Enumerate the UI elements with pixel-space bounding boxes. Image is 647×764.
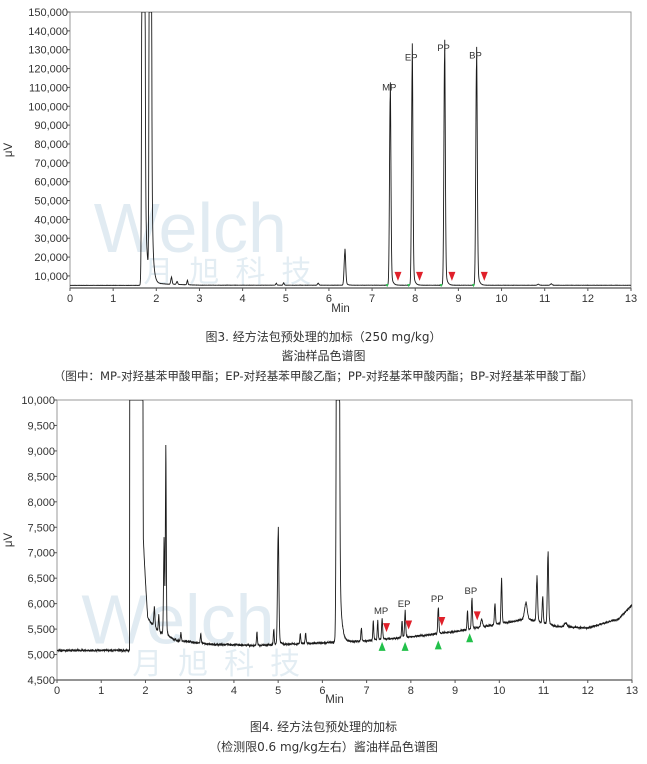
y-tick-label: 120,000 xyxy=(28,64,68,76)
fig4-caption-line1: 图4. 经方法包预处理的加标 xyxy=(249,720,398,734)
x-tick-label: 2 xyxy=(142,685,148,697)
peak-start-marker xyxy=(385,284,389,288)
fig3-caption-line1: 图3. 经方法包预处理的加标（250 mg/kg） xyxy=(205,330,442,344)
chromatogram-trace xyxy=(57,400,632,654)
y-tick-label: 100,000 xyxy=(28,101,68,113)
x-tick-label: 4 xyxy=(240,293,246,305)
y-tick-label: 70,000 xyxy=(34,158,68,170)
y-tick-label: 110,000 xyxy=(29,82,68,94)
peak-end-marker xyxy=(480,271,488,281)
x-tick-label: 11 xyxy=(539,293,550,305)
peak-label-bp: BP xyxy=(469,51,482,62)
y-tick-label: 7,500 xyxy=(27,522,55,534)
y-tick-label: 5,000 xyxy=(27,650,55,662)
peak-label-mp: MP xyxy=(382,83,396,94)
chromatogram-fig4: Welch月旭科技4,5005,0005,5006,0006,5007,0007… xyxy=(3,395,638,706)
peak-label-pp: PP xyxy=(437,43,450,54)
peak-label-bp: BP xyxy=(465,586,478,597)
y-tick-label: 20,000 xyxy=(34,252,68,264)
x-axis-label: Min xyxy=(325,694,344,706)
watermark-logo: Welch xyxy=(94,189,287,267)
y-tick-label: 150,000 xyxy=(28,7,68,19)
fig3-caption-line2: 酱油样品色谱图 xyxy=(281,349,366,363)
y-tick-label: 8,000 xyxy=(27,497,55,509)
peak-end-marker xyxy=(383,623,391,633)
x-tick-label: 13 xyxy=(625,293,637,305)
y-tick-label: 140,000 xyxy=(28,26,68,38)
fig4-caption-line2: （检测限0.6 mg/kg左右）酱油样品色谱图 xyxy=(209,740,438,754)
x-tick-label: 2 xyxy=(153,293,159,305)
y-tick-label: 90,000 xyxy=(34,120,68,132)
peak-end-marker xyxy=(438,616,446,626)
y-tick-label: 6,500 xyxy=(27,573,55,585)
x-tick-label: 10 xyxy=(495,293,507,305)
peak-label-pp: PP xyxy=(431,594,444,605)
x-tick-label: 7 xyxy=(364,685,370,697)
peak-end-marker xyxy=(394,271,402,281)
y-tick-label: 50,000 xyxy=(34,196,68,208)
y-tick-label: 10,000 xyxy=(34,271,68,283)
x-tick-label: 9 xyxy=(452,685,458,697)
y-tick-label: 40,000 xyxy=(34,214,68,226)
x-tick-label: 5 xyxy=(275,685,281,697)
x-tick-label: 1 xyxy=(110,293,116,305)
peak-end-marker xyxy=(473,611,481,621)
x-tick-label: 8 xyxy=(408,685,414,697)
peak-end-marker xyxy=(405,620,413,630)
y-tick-label: 8,500 xyxy=(27,471,55,483)
chromatogram-trace xyxy=(70,12,631,287)
y-axis-label: μV xyxy=(3,143,15,158)
x-tick-label: 5 xyxy=(283,293,289,305)
peak-label-mp: MP xyxy=(374,606,388,617)
y-tick-label: 30,000 xyxy=(34,233,68,245)
y-axis-label: μV xyxy=(3,533,15,548)
watermark-chinese: 月旭科技 xyxy=(132,647,316,682)
y-tick-label: 9,500 xyxy=(27,420,55,432)
peak-start-marker xyxy=(471,284,475,288)
x-tick-label: 3 xyxy=(196,293,202,305)
x-tick-label: 6 xyxy=(326,293,332,305)
x-tick-label: 7 xyxy=(369,293,375,305)
peak-start-marker xyxy=(401,641,409,651)
x-tick-label: 12 xyxy=(582,293,594,305)
y-tick-label: 6,000 xyxy=(27,599,55,611)
y-tick-label: 10,000 xyxy=(21,395,55,407)
x-tick-label: 10 xyxy=(493,685,505,697)
peak-label-ep: EP xyxy=(398,599,411,610)
x-tick-label: 0 xyxy=(67,293,73,305)
x-tick-label: 9 xyxy=(455,293,461,305)
y-tick-label: 80,000 xyxy=(34,139,68,151)
x-tick-label: 8 xyxy=(412,293,418,305)
peak-start-marker xyxy=(378,641,386,651)
peak-start-marker xyxy=(407,284,411,288)
chromatogram-fig3: Welch月旭科技10,00020,00030,00040,00050,0006… xyxy=(3,7,637,315)
peak-start-marker xyxy=(434,640,442,650)
peak-label-ep: EP xyxy=(405,53,418,64)
x-tick-label: 12 xyxy=(582,685,594,697)
x-tick-label: 1 xyxy=(98,685,104,697)
y-tick-label: 5,500 xyxy=(27,624,55,636)
peak-end-marker xyxy=(416,271,424,281)
peak-start-marker xyxy=(466,633,474,643)
fig3-caption-line3: （图中：MP-对羟基苯甲酸甲酯；EP-对羟基苯甲酸乙酯；PP-对羟基苯甲酸丙酯；… xyxy=(53,369,594,383)
y-tick-label: 60,000 xyxy=(34,177,68,189)
y-tick-label: 7,000 xyxy=(27,548,55,560)
x-axis-label: Min xyxy=(331,303,350,315)
y-tick-label: 130,000 xyxy=(28,45,68,57)
x-tick-label: 4 xyxy=(231,685,237,697)
peak-end-marker xyxy=(448,271,456,281)
x-tick-label: 6 xyxy=(319,685,325,697)
y-tick-label: 4,500 xyxy=(27,675,55,687)
x-tick-label: 13 xyxy=(626,685,638,697)
y-tick-label: 9,000 xyxy=(27,446,55,458)
x-tick-label: 0 xyxy=(54,685,60,697)
x-tick-label: 11 xyxy=(538,685,549,697)
peak-start-marker xyxy=(439,284,443,288)
x-tick-label: 3 xyxy=(187,685,193,697)
